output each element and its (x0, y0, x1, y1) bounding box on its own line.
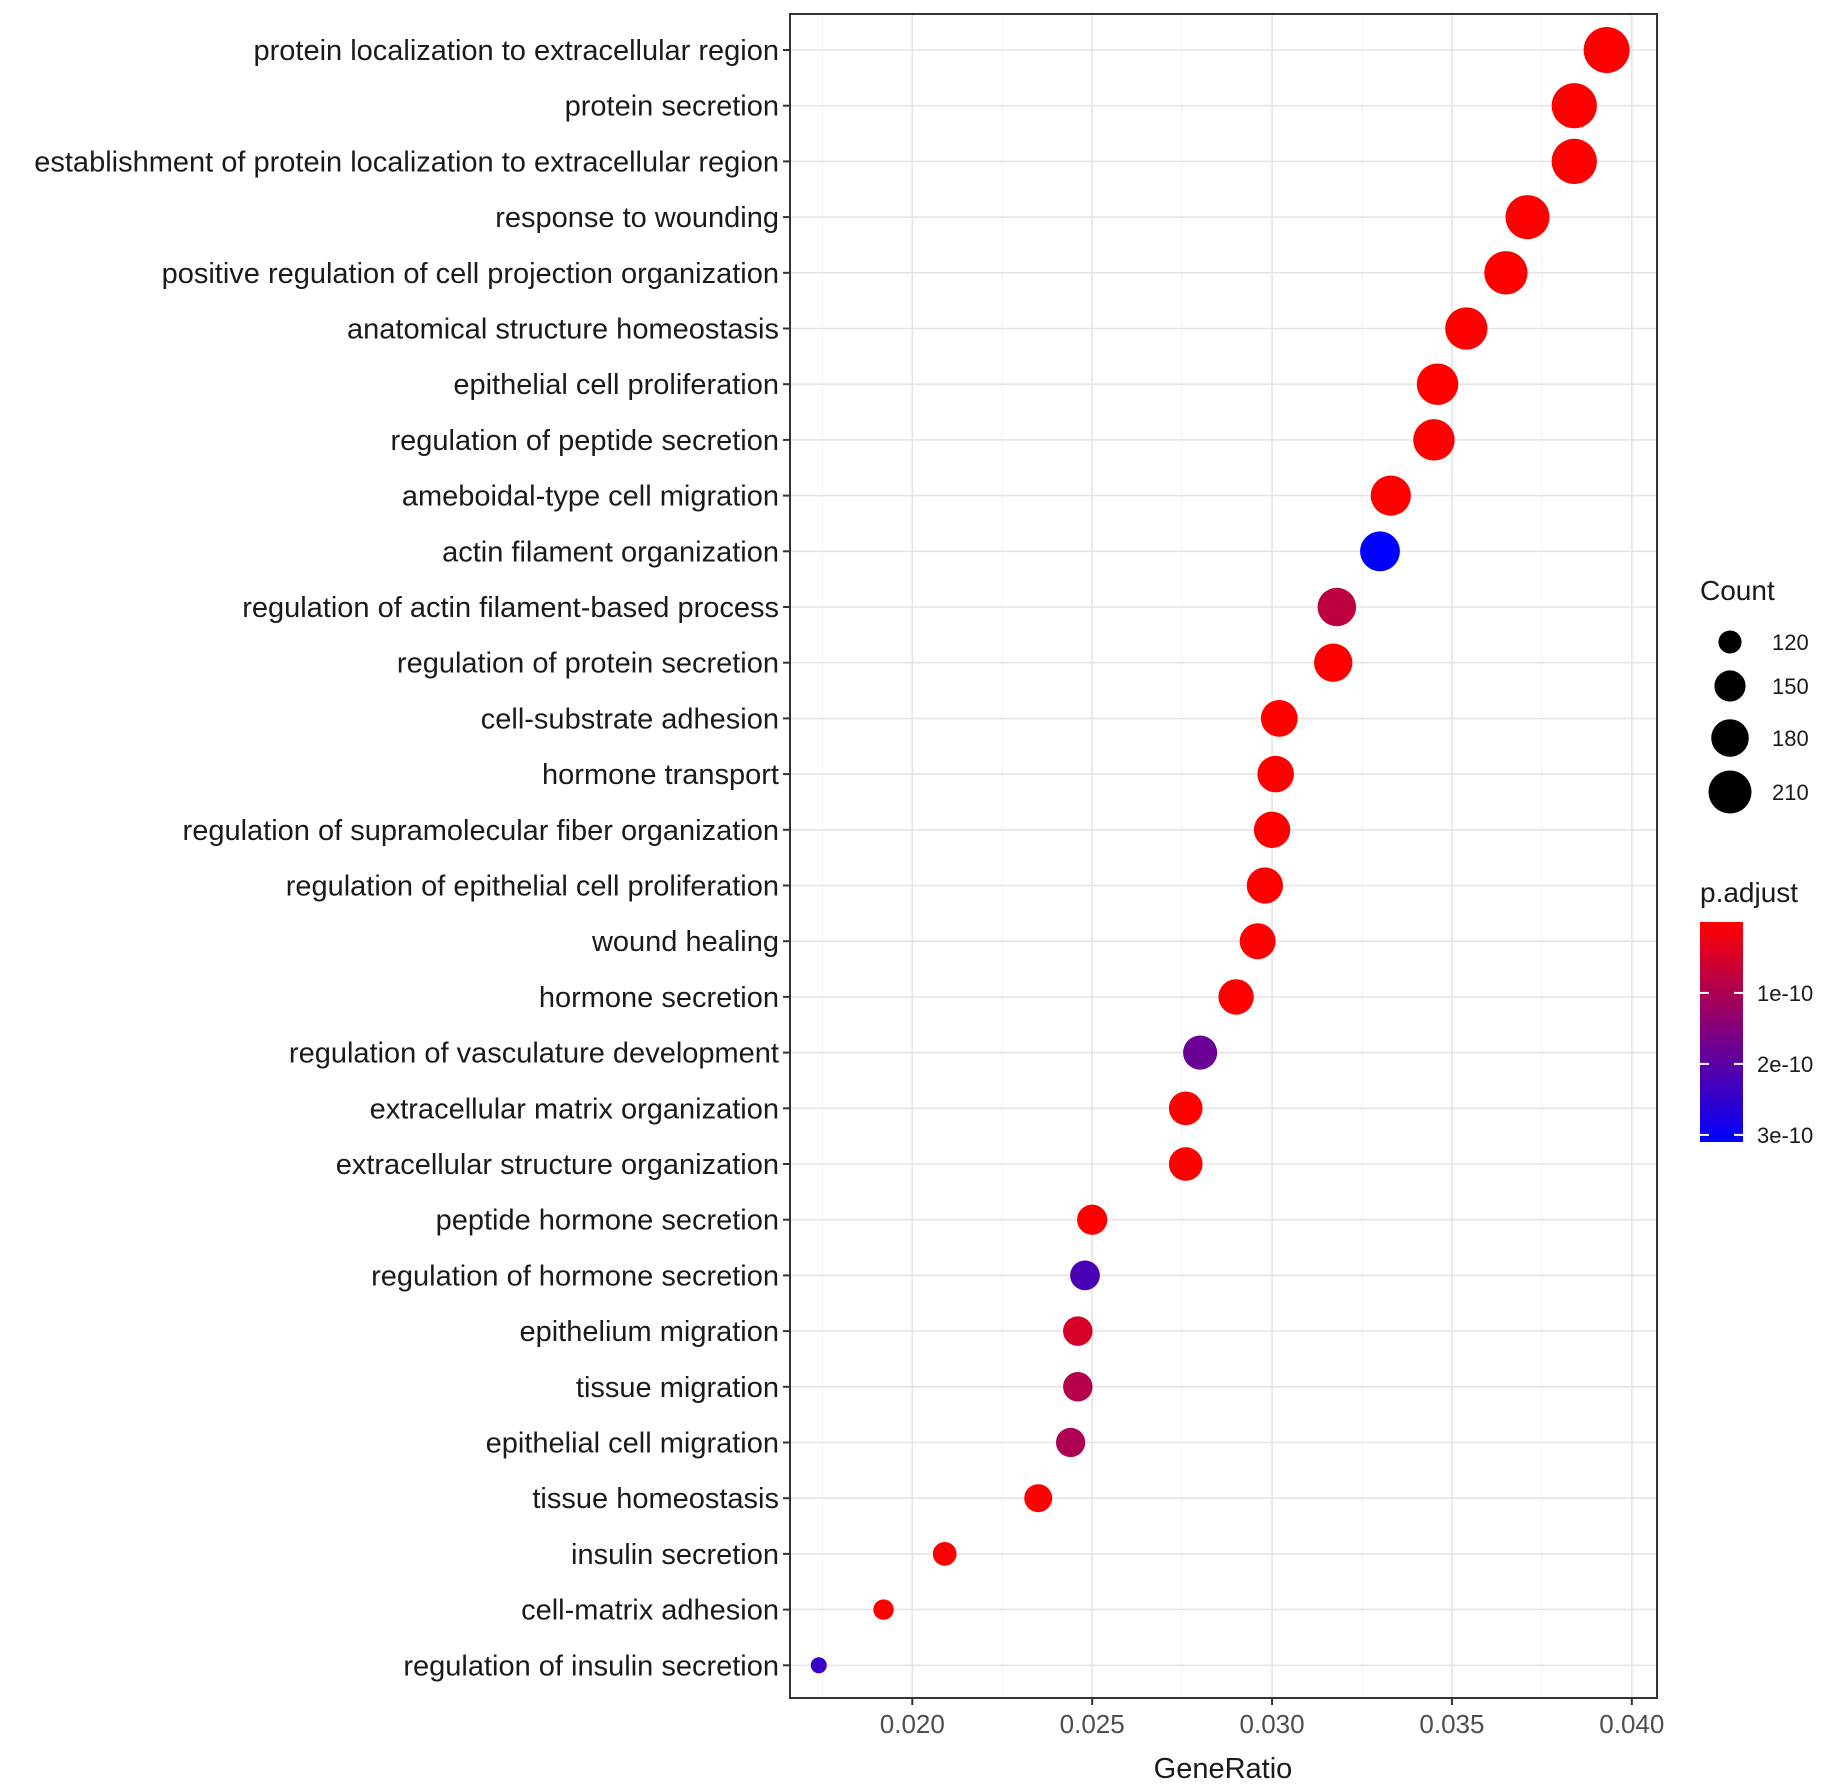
x-axis: 0.020 0.025 0.030 0.035 0.040 (880, 1698, 1664, 1739)
y-tick-label: regulation of insulin secretion (403, 1650, 779, 1682)
y-tick-label: anatomical structure homeostasis (347, 314, 779, 346)
data-point (1168, 1091, 1203, 1126)
count-legend-label: 150 (1772, 674, 1809, 699)
y-tick-label: regulation of epithelial cell proliferat… (286, 871, 779, 903)
count-legend: Count 120 150 180 210 (1700, 575, 1809, 814)
y-tick-label: regulation of peptide secretion (390, 425, 779, 457)
y-tick-label: cell-substrate adhesion (481, 703, 779, 735)
y-tick-label: wound healing (591, 926, 779, 958)
panel-grid (790, 14, 1657, 1698)
y-tick-label: epithelial cell proliferation (453, 369, 779, 401)
y-tick-label: epithelium migration (519, 1316, 779, 1348)
y-axis: protein localization to extracellular re… (34, 35, 790, 1682)
count-legend-key (1718, 630, 1742, 654)
data-point (1063, 1316, 1093, 1346)
data-point (1484, 251, 1528, 295)
x-tick-label: 0.025 (1060, 1709, 1125, 1739)
data-point (1551, 83, 1597, 129)
y-tick-label: epithelial cell migration (486, 1428, 779, 1460)
data-point (1370, 475, 1411, 516)
y-tick-label: tissue homeostasis (532, 1483, 779, 1515)
data-point (1260, 700, 1298, 737)
y-tick-label: extracellular matrix organization (370, 1093, 779, 1125)
y-tick-label: regulation of actin filament-based proce… (242, 592, 779, 624)
x-tick-label: 0.030 (1240, 1709, 1305, 1739)
data-point (1063, 1372, 1093, 1402)
count-legend-title: Count (1700, 575, 1775, 606)
y-tick-label: tissue migration (576, 1372, 779, 1404)
data-point (1024, 1484, 1053, 1513)
data-point (1218, 979, 1254, 1015)
x-tick-label: 0.035 (1419, 1709, 1484, 1739)
y-tick-label: regulation of supramolecular fiber organ… (183, 815, 779, 847)
data-point (1257, 755, 1294, 793)
p-adjust-legend-label: 1e-10 (1757, 981, 1813, 1006)
y-tick-label: protein secretion (565, 91, 779, 123)
data-point (1253, 811, 1291, 848)
data-point (1246, 867, 1283, 904)
data-point (810, 1657, 827, 1674)
p-adjust-legend-label: 2e-10 (1757, 1052, 1813, 1077)
data-point (873, 1599, 894, 1620)
data-point (1070, 1260, 1100, 1291)
y-tick-label: establishment of protein localization to… (34, 146, 779, 178)
count-legend-key (1711, 719, 1749, 757)
data-point (1445, 307, 1488, 350)
data-point (1583, 27, 1630, 73)
y-tick-label: hormone transport (542, 759, 779, 791)
data-point (1413, 419, 1455, 461)
data-point (1168, 1147, 1203, 1181)
data-point (1551, 138, 1597, 184)
y-tick-label: hormone secretion (539, 982, 779, 1014)
p-adjust-legend-ticks: 1e-10 2e-10 3e-10 (1700, 981, 1813, 1148)
data-point (1416, 363, 1459, 405)
y-tick-label: ameboidal-type cell migration (402, 481, 779, 513)
p-adjust-legend-title: p.adjust (1700, 877, 1798, 908)
p-adjust-legend: p.adjust 1e-10 2e-10 3e-10 (1700, 877, 1813, 1148)
data-points (810, 27, 1630, 1674)
y-tick-label: extracellular structure organization (336, 1149, 779, 1181)
count-legend-key (1708, 770, 1752, 814)
data-point (1077, 1204, 1108, 1235)
count-legend-keys: 120 150 180 210 (1708, 630, 1809, 814)
x-tick-label: 0.040 (1599, 1709, 1664, 1739)
y-tick-label: regulation of vasculature development (289, 1038, 779, 1070)
y-tick-label: regulation of protein secretion (397, 648, 779, 680)
p-adjust-colorbar (1700, 922, 1743, 1142)
count-legend-label: 120 (1772, 630, 1809, 655)
data-point (1183, 1035, 1218, 1070)
y-tick-label: positive regulation of cell projection o… (162, 258, 779, 290)
x-axis-title: GeneRatio (1154, 1753, 1293, 1785)
y-tick-label: regulation of hormone secretion (371, 1260, 779, 1292)
y-tick-label: peptide hormone secretion (436, 1205, 779, 1237)
y-tick-label: actin filament organization (442, 536, 779, 568)
data-point (1239, 923, 1276, 960)
data-point (1360, 531, 1400, 572)
y-tick-label: cell-matrix adhesion (521, 1595, 779, 1627)
y-tick-label: response to wounding (495, 202, 779, 234)
count-legend-label: 210 (1772, 780, 1809, 805)
y-tick-label: protein localization to extracellular re… (253, 35, 779, 67)
data-point (932, 1542, 957, 1566)
count-legend-key (1714, 670, 1746, 702)
panel-border (789, 13, 1658, 1699)
y-tick-label: insulin secretion (571, 1539, 779, 1571)
data-point (1055, 1427, 1086, 1458)
p-adjust-legend-label: 3e-10 (1757, 1123, 1813, 1148)
data-point (1505, 195, 1550, 240)
data-point (1314, 643, 1353, 682)
x-tick-label: 0.020 (880, 1709, 945, 1739)
data-point (1317, 587, 1357, 627)
count-legend-label: 180 (1772, 726, 1809, 751)
